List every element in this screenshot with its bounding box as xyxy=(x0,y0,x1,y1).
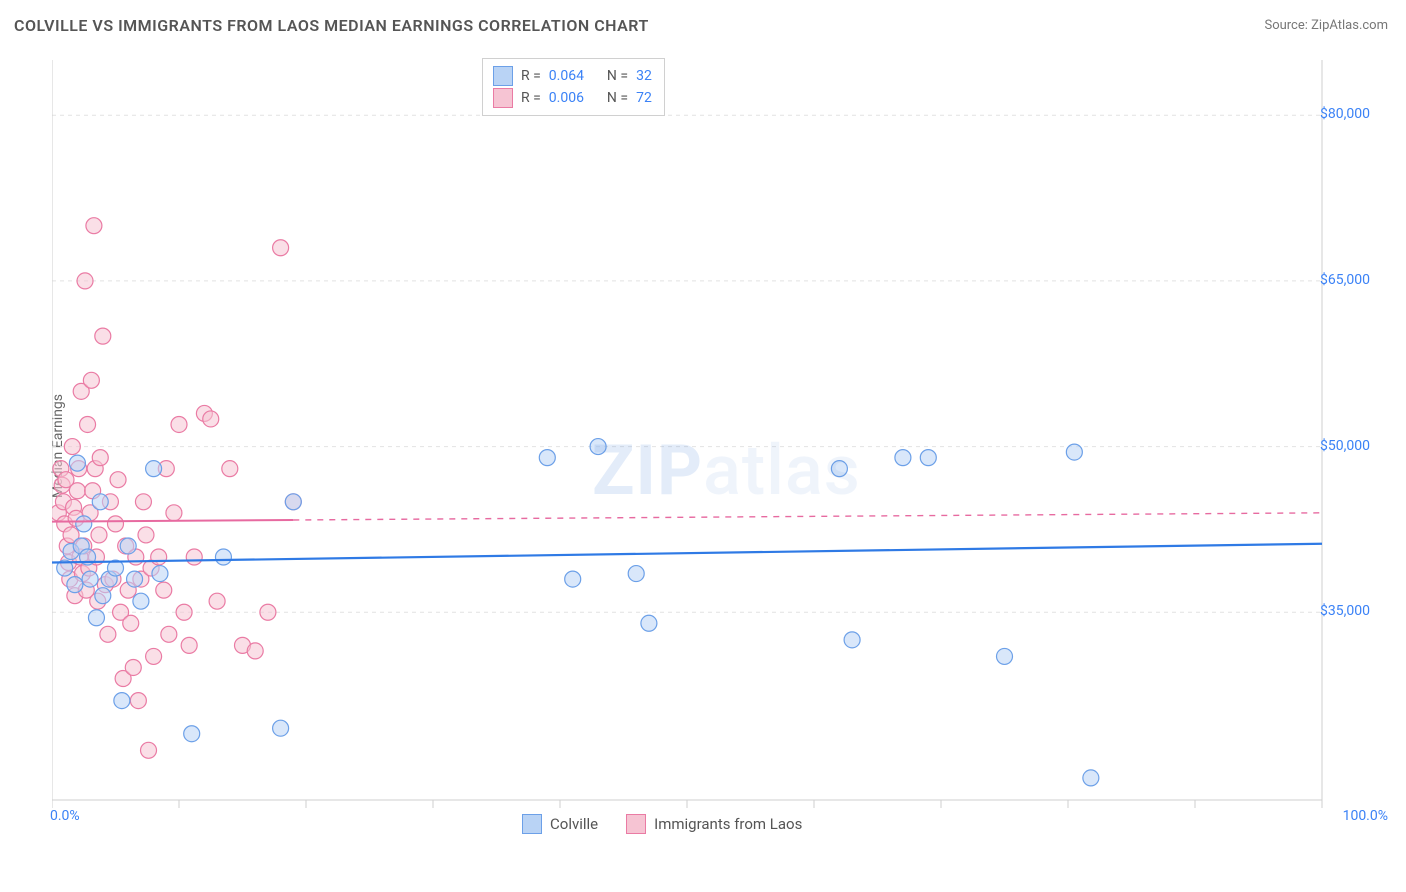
x-axis-min-label: 0.0% xyxy=(50,808,80,824)
n-value-laos: 72 xyxy=(636,87,652,109)
n-label: N = xyxy=(607,87,628,109)
swatch-laos xyxy=(626,814,646,834)
correlation-legend: R = 0.064 N = 32 R = 0.006 N = 72 xyxy=(482,58,665,116)
n-label: N = xyxy=(607,65,628,87)
y-tick-label: $35,000 xyxy=(1320,603,1370,619)
swatch-laos xyxy=(493,88,513,108)
n-value-colville: 32 xyxy=(636,65,652,87)
y-tick-label: $65,000 xyxy=(1320,272,1370,288)
legend-label-laos: Immigrants from Laos xyxy=(654,815,802,833)
swatch-colville xyxy=(522,814,542,834)
legend-item-colville: Colville xyxy=(522,814,598,834)
scatter-svg xyxy=(52,60,1382,830)
plot-area: ZIPatlas $35,000$50,000$65,000$80,000 0.… xyxy=(52,60,1382,830)
r-label: R = xyxy=(521,87,541,109)
y-tick-label: $80,000 xyxy=(1320,106,1370,122)
chart-title: COLVILLE VS IMMIGRANTS FROM LAOS MEDIAN … xyxy=(14,16,649,35)
y-tick-label: $50,000 xyxy=(1320,438,1370,454)
series-legend: Colville Immigrants from Laos xyxy=(522,814,802,834)
swatch-colville xyxy=(493,66,513,86)
legend-item-laos: Immigrants from Laos xyxy=(626,814,802,834)
chart-container: COLVILLE VS IMMIGRANTS FROM LAOS MEDIAN … xyxy=(0,0,1406,892)
source-attribution: Source: ZipAtlas.com xyxy=(1264,18,1388,33)
correlation-row-laos: R = 0.006 N = 72 xyxy=(493,87,652,109)
legend-label-colville: Colville xyxy=(550,815,598,833)
r-value-laos: 0.006 xyxy=(549,87,584,109)
r-value-colville: 0.064 xyxy=(549,65,584,87)
r-label: R = xyxy=(521,65,541,87)
correlation-row-colville: R = 0.064 N = 32 xyxy=(493,65,652,87)
x-axis-max-label: 100.0% xyxy=(1343,808,1388,824)
